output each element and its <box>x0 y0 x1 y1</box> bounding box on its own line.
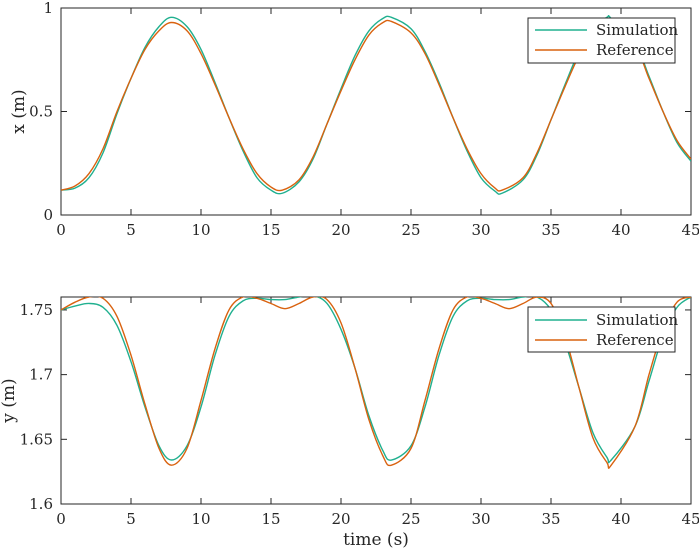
series-layer <box>61 297 691 469</box>
x-axis-ticks: 0 5 10 15 20 25 30 35 40 45 <box>56 297 699 528</box>
x-tick-label: 35 <box>541 510 560 528</box>
x-tick-label: 40 <box>611 221 630 239</box>
legend-label-simulation: Simulation <box>596 21 679 39</box>
x-tick-label: 30 <box>471 221 490 239</box>
legend-box <box>527 17 676 64</box>
x-tick-label: 20 <box>331 221 350 239</box>
x-tick-label: 5 <box>126 221 136 239</box>
x-tick-label: 45 <box>681 510 699 528</box>
y-tick-label: 1.75 <box>20 301 53 319</box>
x-tick-label: 40 <box>611 510 630 528</box>
y-tick-label: 1.6 <box>29 495 53 513</box>
x-tick-label: 0 <box>56 510 66 528</box>
x-tick-label: 10 <box>191 510 210 528</box>
y-tick-label: 1.65 <box>20 430 53 448</box>
legend-label-reference: Reference <box>596 41 674 59</box>
y-axis-ticks: 00.51 <box>29 0 691 224</box>
series-line-simulation <box>61 297 691 464</box>
y-tick-label: 1 <box>43 0 53 17</box>
y-axis-ticks: 1.6 1.65 1.7 1.75 <box>20 301 691 513</box>
x-tick-label: 35 <box>541 221 560 239</box>
x-tick-label: 30 <box>471 510 490 528</box>
legend: Simulation Reference <box>527 306 679 353</box>
x-position-plot: 0 5 10 15 20 25 30 35 40 45 00.51 x (m) Simulatio… <box>9 0 699 239</box>
x-axis-label: time (s) <box>343 530 409 550</box>
x-tick-label: 5 <box>126 510 136 528</box>
legend-box <box>527 306 676 353</box>
y-position-plot: 0 5 10 15 20 25 30 35 40 45 1.61.651.71.75 y (m) … <box>0 296 699 550</box>
legend-label-reference: Reference <box>596 331 674 349</box>
x-tick-label: 25 <box>401 510 420 528</box>
legend: Simulation Reference <box>527 17 679 64</box>
y-tick-label: 1.7 <box>29 366 53 384</box>
x-tick-label: 25 <box>401 221 420 239</box>
x-tick-label: 0 <box>56 221 66 239</box>
x-tick-label: 20 <box>331 510 350 528</box>
legend-label-simulation: Simulation <box>596 311 679 329</box>
y-tick-label: 0 <box>43 206 53 224</box>
y-axis-label: x (m) <box>9 89 29 133</box>
x-tick-label: 15 <box>261 510 280 528</box>
x-axis-ticks: 0 5 10 15 20 25 30 35 40 45 <box>56 8 699 239</box>
x-tick-label: 45 <box>681 221 699 239</box>
x-tick-label: 10 <box>191 221 210 239</box>
series-line-reference <box>61 297 691 469</box>
y-tick-label: 0.5 <box>29 103 53 121</box>
y-axis-label: y (m) <box>0 378 19 423</box>
x-tick-label: 15 <box>261 221 280 239</box>
